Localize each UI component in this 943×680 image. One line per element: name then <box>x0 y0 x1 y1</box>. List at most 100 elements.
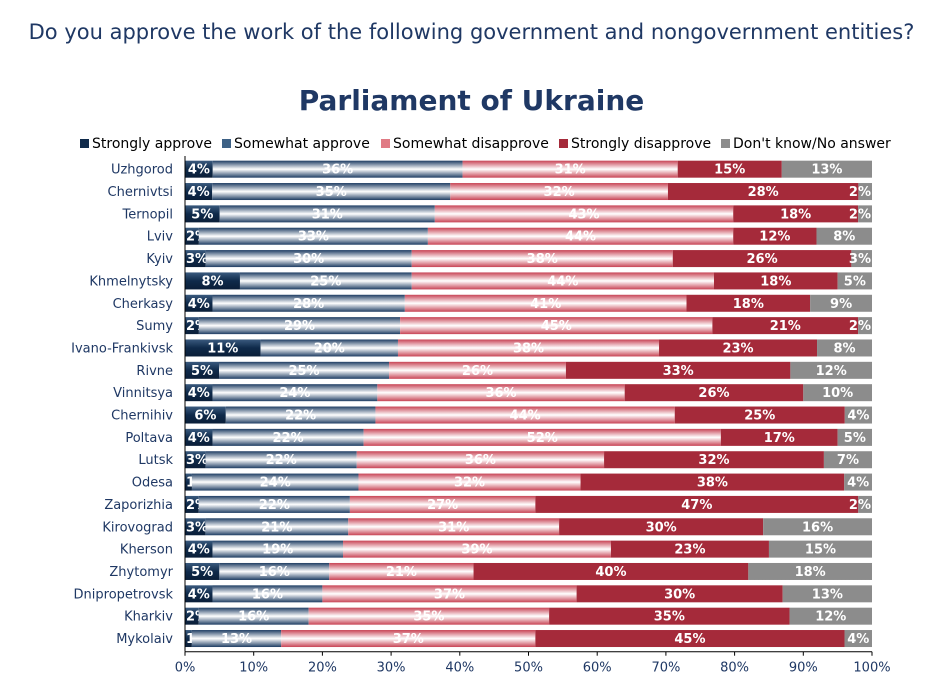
data-label: 22% <box>266 453 297 468</box>
data-label: 38% <box>513 341 544 356</box>
category-label: Zaporizhia <box>104 498 173 513</box>
data-label: 36% <box>322 163 353 178</box>
bar-segment <box>411 250 673 268</box>
legend-swatch <box>222 139 231 148</box>
data-label: 36% <box>465 453 496 468</box>
data-label: 5% <box>844 431 866 446</box>
data-label: 10% <box>822 386 853 401</box>
data-label: 32% <box>544 185 575 200</box>
legend-label: Strongly disapprove <box>571 136 711 152</box>
data-label: 18% <box>733 297 764 312</box>
data-label: 44% <box>510 409 541 424</box>
bar-segment <box>659 339 818 357</box>
category-labels: Uzhgorod Chernivtsi Ternopil Lviv Kyiv Khmeln… <box>71 163 173 647</box>
category-label: Kharkiv <box>124 610 173 625</box>
data-label: 41% <box>530 297 561 312</box>
data-label: 25% <box>310 274 341 289</box>
bar-segment <box>397 339 660 357</box>
legend-label: Somewhat approve <box>234 136 370 152</box>
bar-segment <box>580 473 845 491</box>
data-label: 2% <box>849 319 871 334</box>
bar-segment <box>185 317 199 335</box>
data-label: 31% <box>555 163 586 178</box>
bar-segment <box>185 473 192 491</box>
category-label: Ivano-Frankivsk <box>71 341 173 356</box>
bar-segment <box>748 562 872 580</box>
bar-segment <box>198 607 309 625</box>
bar-segment <box>450 183 668 201</box>
bar-segment <box>733 205 859 223</box>
data-label: 5% <box>191 565 213 580</box>
bar-segment <box>823 451 872 469</box>
data-label: 4% <box>188 543 210 558</box>
bar-segment <box>816 227 872 245</box>
bar-segment <box>185 361 220 379</box>
category-label: Uzhgorod <box>111 163 173 178</box>
bar-segment <box>790 361 872 379</box>
bar-segment <box>837 272 872 290</box>
bar-segment <box>349 495 536 513</box>
data-label: 24% <box>279 386 310 401</box>
bar-segment <box>343 540 611 558</box>
data-label: 18% <box>760 274 791 289</box>
data-label: 45% <box>674 632 705 647</box>
bar-segment <box>185 495 199 513</box>
chart-title: Parliament of Ukraine <box>298 84 645 117</box>
data-label: 30% <box>664 587 695 602</box>
data-label: 5% <box>844 274 866 289</box>
data-label: 13% <box>221 632 252 647</box>
bar-segment <box>212 585 323 603</box>
data-label: 11% <box>207 341 238 356</box>
data-label: 31% <box>438 520 469 535</box>
bar-segment <box>781 160 872 178</box>
bar-segment <box>674 406 845 424</box>
bar-segment <box>803 384 872 402</box>
bar-segment <box>185 406 226 424</box>
x-tick-label: 20% <box>308 661 337 676</box>
bar-segment <box>198 495 350 513</box>
bar-segment <box>185 428 213 446</box>
bar-segment <box>239 272 412 290</box>
data-label: 4% <box>847 476 869 491</box>
bar-segment <box>212 294 405 312</box>
bar-segment <box>434 205 734 223</box>
bar-segment <box>212 183 451 201</box>
data-label: 43% <box>568 207 599 222</box>
bar-segment <box>212 160 463 178</box>
data-label: 6% <box>194 409 216 424</box>
bar-segment <box>851 250 872 268</box>
category-label: Cherkasy <box>113 297 174 312</box>
x-tick-label: 60% <box>583 661 612 676</box>
bar-segment <box>281 630 536 648</box>
bar-segment <box>535 495 859 513</box>
bar-segment <box>400 317 713 335</box>
data-label: 35% <box>413 610 444 625</box>
legend-label: Don't know/No answer <box>733 136 891 152</box>
bar-segment <box>358 473 581 491</box>
x-tick-label: 70% <box>651 661 680 676</box>
data-label: 8% <box>833 230 855 245</box>
bar-segment <box>205 518 349 536</box>
data-label: 12% <box>815 610 846 625</box>
category-label: Sumy <box>136 319 173 334</box>
bar-segment <box>686 294 811 312</box>
bar-segment <box>185 339 261 357</box>
bar-segment <box>308 607 550 625</box>
x-tick-label: 100% <box>853 661 890 676</box>
data-label: 25% <box>288 364 319 379</box>
category-label: Zhytomyr <box>109 565 173 580</box>
data-label: 8% <box>201 274 223 289</box>
data-label: 26% <box>462 364 493 379</box>
data-label: 3% <box>186 252 208 267</box>
data-label: 37% <box>434 587 465 602</box>
bar-segment <box>404 294 687 312</box>
data-label: 37% <box>393 632 424 647</box>
x-tick-label: 80% <box>720 661 749 676</box>
bar-segment <box>712 317 859 335</box>
bar-segment <box>549 607 790 625</box>
data-label: 15% <box>714 163 745 178</box>
data-label: 35% <box>316 185 347 200</box>
bar-segment <box>329 562 474 580</box>
bar-segment <box>185 562 220 580</box>
